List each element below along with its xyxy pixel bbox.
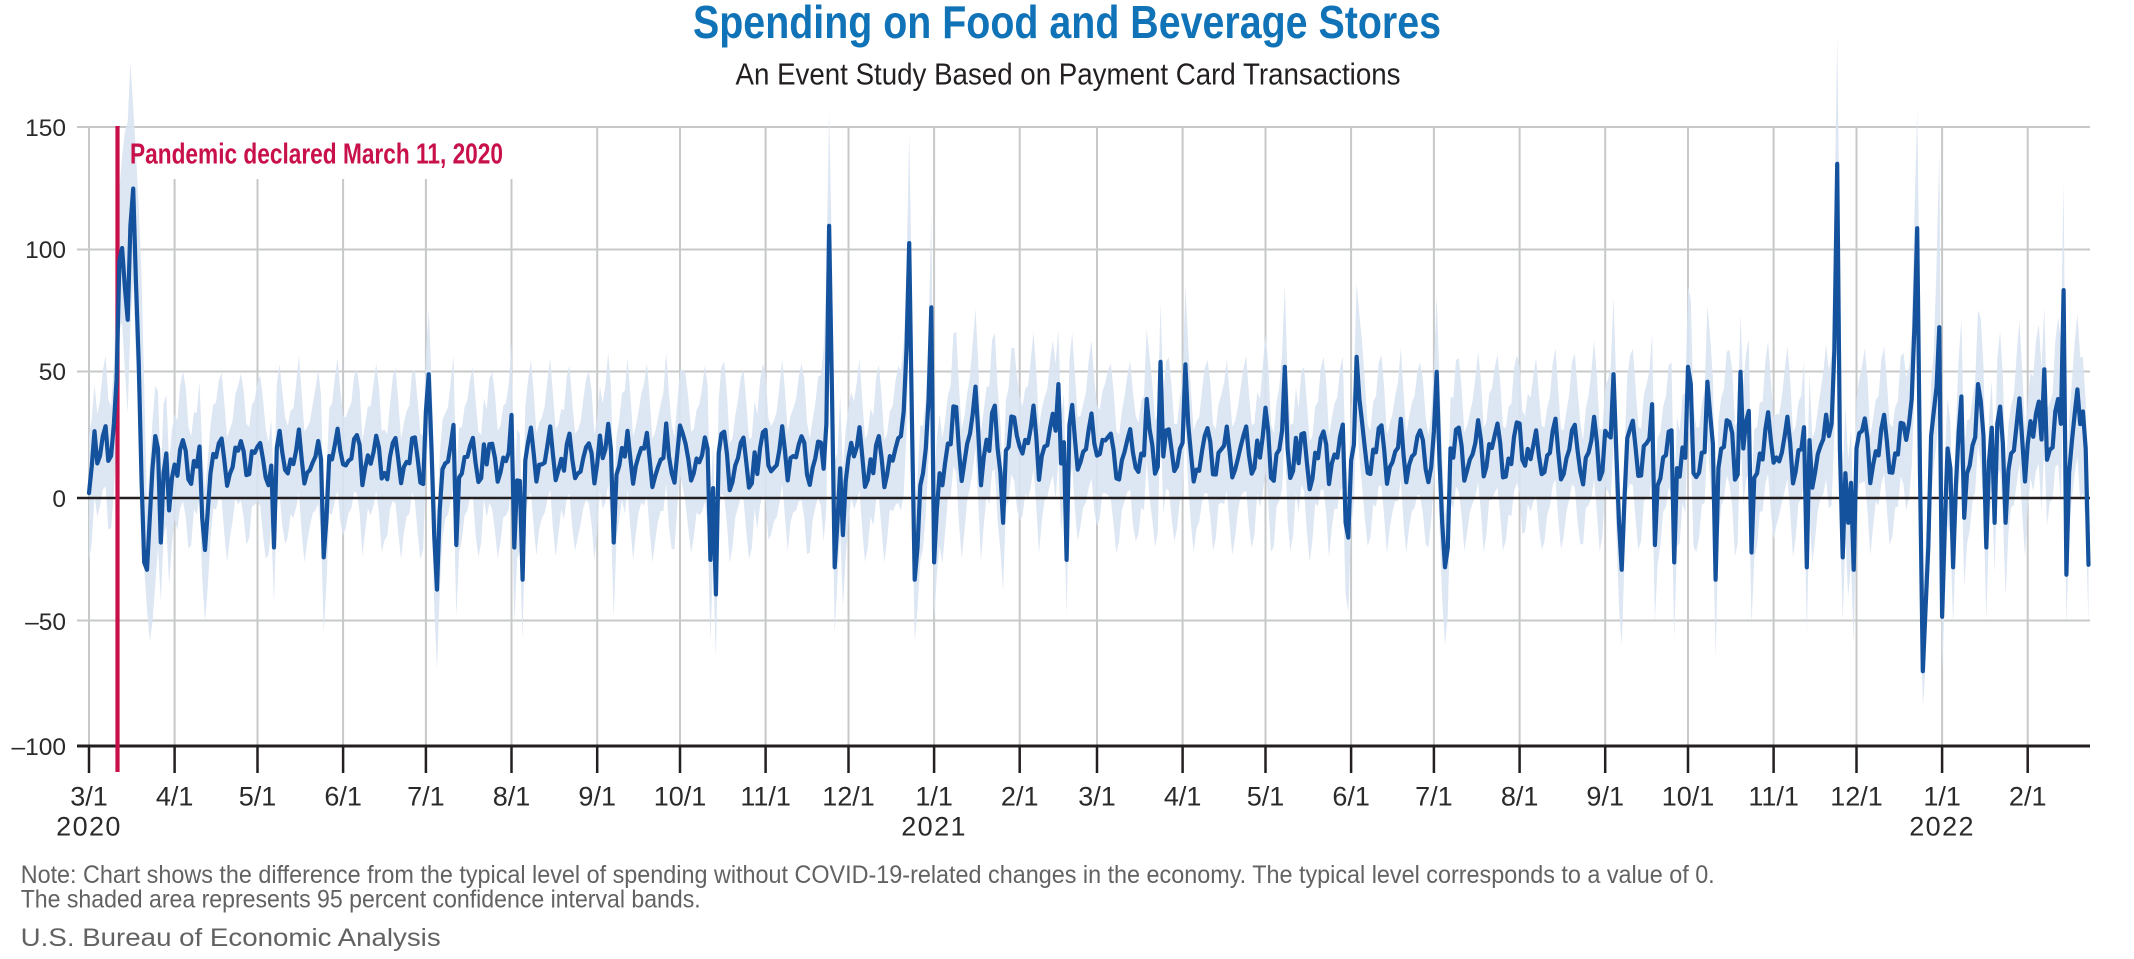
svg-text:8/1: 8/1	[1501, 782, 1539, 812]
svg-text:50: 50	[39, 359, 66, 386]
svg-text:9/1: 9/1	[1586, 782, 1624, 812]
svg-text:150: 150	[25, 115, 66, 142]
svg-text:2022: 2022	[1909, 812, 1975, 842]
svg-text:5/1: 5/1	[1247, 782, 1285, 812]
svg-text:10/1: 10/1	[1662, 782, 1715, 812]
svg-text:An Event Study Based on Paymen: An Event Study Based on Payment Card Tra…	[736, 57, 1401, 92]
svg-text:2021: 2021	[901, 812, 967, 842]
svg-text:4/1: 4/1	[1164, 782, 1202, 812]
svg-text:8/1: 8/1	[493, 782, 531, 812]
svg-text:2/1: 2/1	[1001, 782, 1039, 812]
svg-text:3/1: 3/1	[1078, 782, 1116, 812]
svg-text:0: 0	[52, 486, 66, 513]
svg-text:11/1: 11/1	[1748, 782, 1799, 812]
svg-text:Note: Chart shows the differen: Note: Chart shows the difference from th…	[21, 861, 1715, 889]
svg-text:U.S. Bureau of Economic Analys: U.S. Bureau of Economic Analysis	[21, 924, 441, 952]
svg-text:11/1: 11/1	[740, 782, 791, 812]
svg-text:100: 100	[25, 237, 66, 264]
svg-text:1/1: 1/1	[915, 782, 953, 812]
svg-text:12/1: 12/1	[822, 782, 875, 812]
svg-text:4/1: 4/1	[156, 782, 194, 812]
svg-text:2/1: 2/1	[2009, 782, 2047, 812]
svg-text:9/1: 9/1	[578, 782, 616, 812]
svg-text:12/1: 12/1	[1830, 782, 1883, 812]
svg-text:7/1: 7/1	[1415, 782, 1453, 812]
svg-text:–50: –50	[25, 609, 66, 636]
svg-text:Spending on Food and Beverage: Spending on Food and Beverage Stores	[693, 0, 1441, 48]
svg-text:5/1: 5/1	[239, 782, 277, 812]
svg-text:The shaded area represents 95: The shaded area represents 95 percent co…	[21, 886, 701, 914]
svg-text:1/1: 1/1	[1923, 782, 1961, 812]
svg-text:Pandemic declared March 11, 20: Pandemic declared March 11, 2020	[130, 139, 503, 171]
svg-text:3/1: 3/1	[70, 782, 108, 812]
svg-text:7/1: 7/1	[407, 782, 445, 812]
svg-text:6/1: 6/1	[1332, 782, 1370, 812]
svg-text:2020: 2020	[56, 812, 122, 842]
svg-text:10/1: 10/1	[654, 782, 707, 812]
svg-text:–100: –100	[11, 734, 66, 761]
svg-text:6/1: 6/1	[324, 782, 362, 812]
